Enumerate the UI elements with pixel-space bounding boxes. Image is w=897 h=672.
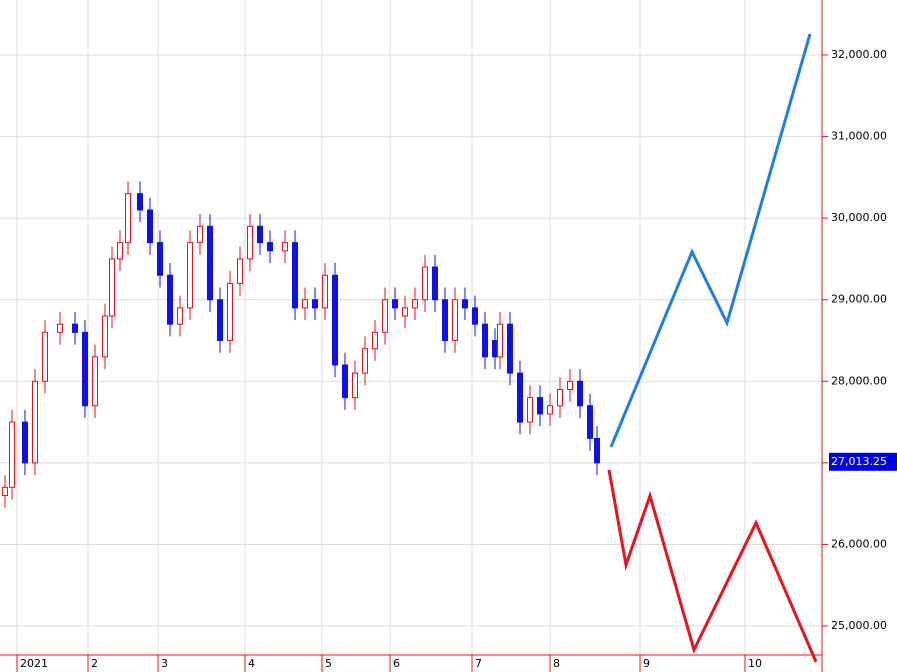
candle-body	[257, 225, 263, 244]
x-tick-label: 10	[748, 657, 762, 670]
candle-body	[462, 299, 468, 309]
candle-body	[267, 242, 273, 252]
candle-body	[102, 315, 108, 358]
candle-body	[577, 380, 583, 407]
candle-body	[507, 323, 513, 374]
x-tick-label: 2	[91, 657, 98, 670]
candle-body	[2, 486, 8, 497]
x-tick-label: 8	[553, 657, 560, 670]
x-tick-label: 4	[248, 657, 255, 670]
candle-body	[322, 274, 328, 309]
candle-body	[92, 356, 98, 407]
candle-body	[594, 437, 600, 464]
candle-body	[332, 274, 338, 366]
candle-body	[187, 242, 193, 309]
y-tick-label: 30,000.00	[831, 211, 887, 224]
candle-body	[517, 372, 523, 423]
y-tick-label: 25,000.00	[831, 619, 887, 632]
x-tick-label: 3	[161, 657, 168, 670]
candle-body	[237, 258, 243, 284]
candle-body	[72, 323, 78, 333]
candle-body	[227, 282, 233, 342]
candle-body	[342, 364, 348, 399]
y-tick-label: 31,000.00	[831, 130, 887, 143]
candle-body	[247, 225, 253, 260]
candle-body	[442, 299, 448, 342]
candle-body	[392, 299, 398, 309]
candle-body	[422, 266, 428, 301]
y-tick-label: 28,000.00	[831, 374, 887, 387]
candle-body	[167, 274, 173, 325]
candle-body	[432, 266, 438, 301]
y-tick-label: 26,000.00	[831, 537, 887, 550]
candle-body	[177, 307, 183, 325]
candle-body	[42, 331, 48, 382]
candle-body	[352, 372, 358, 399]
candle-body	[217, 299, 223, 342]
candle-body	[402, 307, 408, 317]
candle-body	[22, 421, 28, 464]
y-tick-label: 29,000.00	[831, 293, 887, 306]
price-marker	[829, 452, 897, 471]
candle-body	[452, 299, 458, 342]
x-tick-label: 6	[393, 657, 400, 670]
candle-body	[9, 421, 15, 488]
candle-body	[137, 193, 143, 211]
candle-body	[125, 193, 131, 244]
candle-body	[527, 397, 533, 423]
candle-body	[147, 209, 153, 244]
price-label: 27,013.25	[831, 455, 887, 468]
candle-body	[109, 258, 115, 317]
candle-body	[207, 225, 213, 301]
candle-body	[472, 307, 478, 325]
candle-body	[557, 388, 563, 407]
x-tick-label: 7	[475, 657, 482, 670]
candle-body	[157, 242, 163, 276]
candle-body	[302, 299, 308, 309]
candle-body	[587, 405, 593, 439]
candle-body	[362, 348, 368, 374]
y-tick-label: 32,000.00	[831, 48, 887, 61]
candle-body	[32, 380, 38, 464]
candle-body	[492, 340, 498, 358]
candle-body	[312, 299, 318, 309]
candle-body	[197, 225, 203, 244]
candle-body	[537, 397, 543, 415]
candle-body	[497, 323, 503, 358]
x-tick-label: 9	[643, 657, 650, 670]
candle-body	[282, 242, 288, 252]
x-tick-label: 5	[325, 657, 332, 670]
x-tick-label: 2021	[20, 657, 48, 670]
candle-body	[57, 323, 63, 333]
candle-body	[117, 242, 123, 260]
projection-line	[609, 33, 812, 448]
projection-line	[607, 469, 818, 663]
candle-body	[482, 323, 488, 358]
candle-body	[372, 331, 378, 350]
candle-body	[82, 331, 88, 407]
candle-body	[382, 299, 388, 333]
candle-body	[292, 242, 298, 309]
candle-body	[412, 299, 418, 309]
candle-body	[547, 405, 553, 415]
candle-body	[567, 380, 573, 390]
